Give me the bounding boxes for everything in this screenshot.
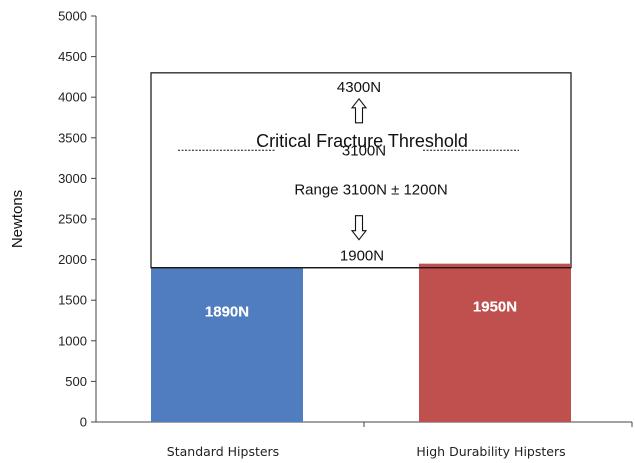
y-tick-label: 3000 [58, 171, 87, 186]
bar-data-label: 1890N [205, 304, 249, 321]
y-tick-label: 4500 [58, 49, 87, 64]
y-tick-label: 2500 [58, 212, 87, 227]
y-tick-label: 2000 [58, 252, 87, 267]
bar-data-label: 1950N [473, 299, 517, 316]
y-tick-label: 4000 [58, 90, 87, 105]
bars: 1890N 1950N [151, 263, 571, 422]
y-tick-label: 3500 [58, 130, 87, 145]
threshold-high-label: 4300N [337, 79, 381, 96]
bar-data-label-top: 1890N [205, 304, 249, 321]
y-tick-label: 500 [65, 374, 87, 389]
bar [151, 268, 303, 422]
bar-top-overlap [419, 263, 571, 269]
up-arrow-icon [350, 97, 368, 124]
y-axis-label: Newtons [9, 190, 26, 248]
down-arrow-icon [350, 215, 368, 241]
bar [419, 263, 571, 422]
x-tick-label: Standard Hipsters [167, 444, 279, 459]
y-tick-label: 1000 [58, 333, 87, 348]
y-tick-label: 0 [80, 415, 87, 430]
y-tick-label: 1500 [58, 293, 87, 308]
x-tick-label: High Durability Hipsters [416, 444, 565, 459]
threshold-low-label: 1900N [340, 248, 384, 265]
y-tick-label: 5000 [58, 9, 87, 24]
threshold-center-label: 3100N [342, 142, 386, 159]
threshold-range-label: Range 3100N ± 1200N [294, 181, 447, 198]
threshold-title: Critical Fracture Threshold [256, 131, 468, 151]
axes: 0 500 1000 1500 2000 2500 3000 3500 4000 4500 5000… [9, 9, 633, 459]
bar-data-label-top: 1950N [473, 299, 517, 316]
